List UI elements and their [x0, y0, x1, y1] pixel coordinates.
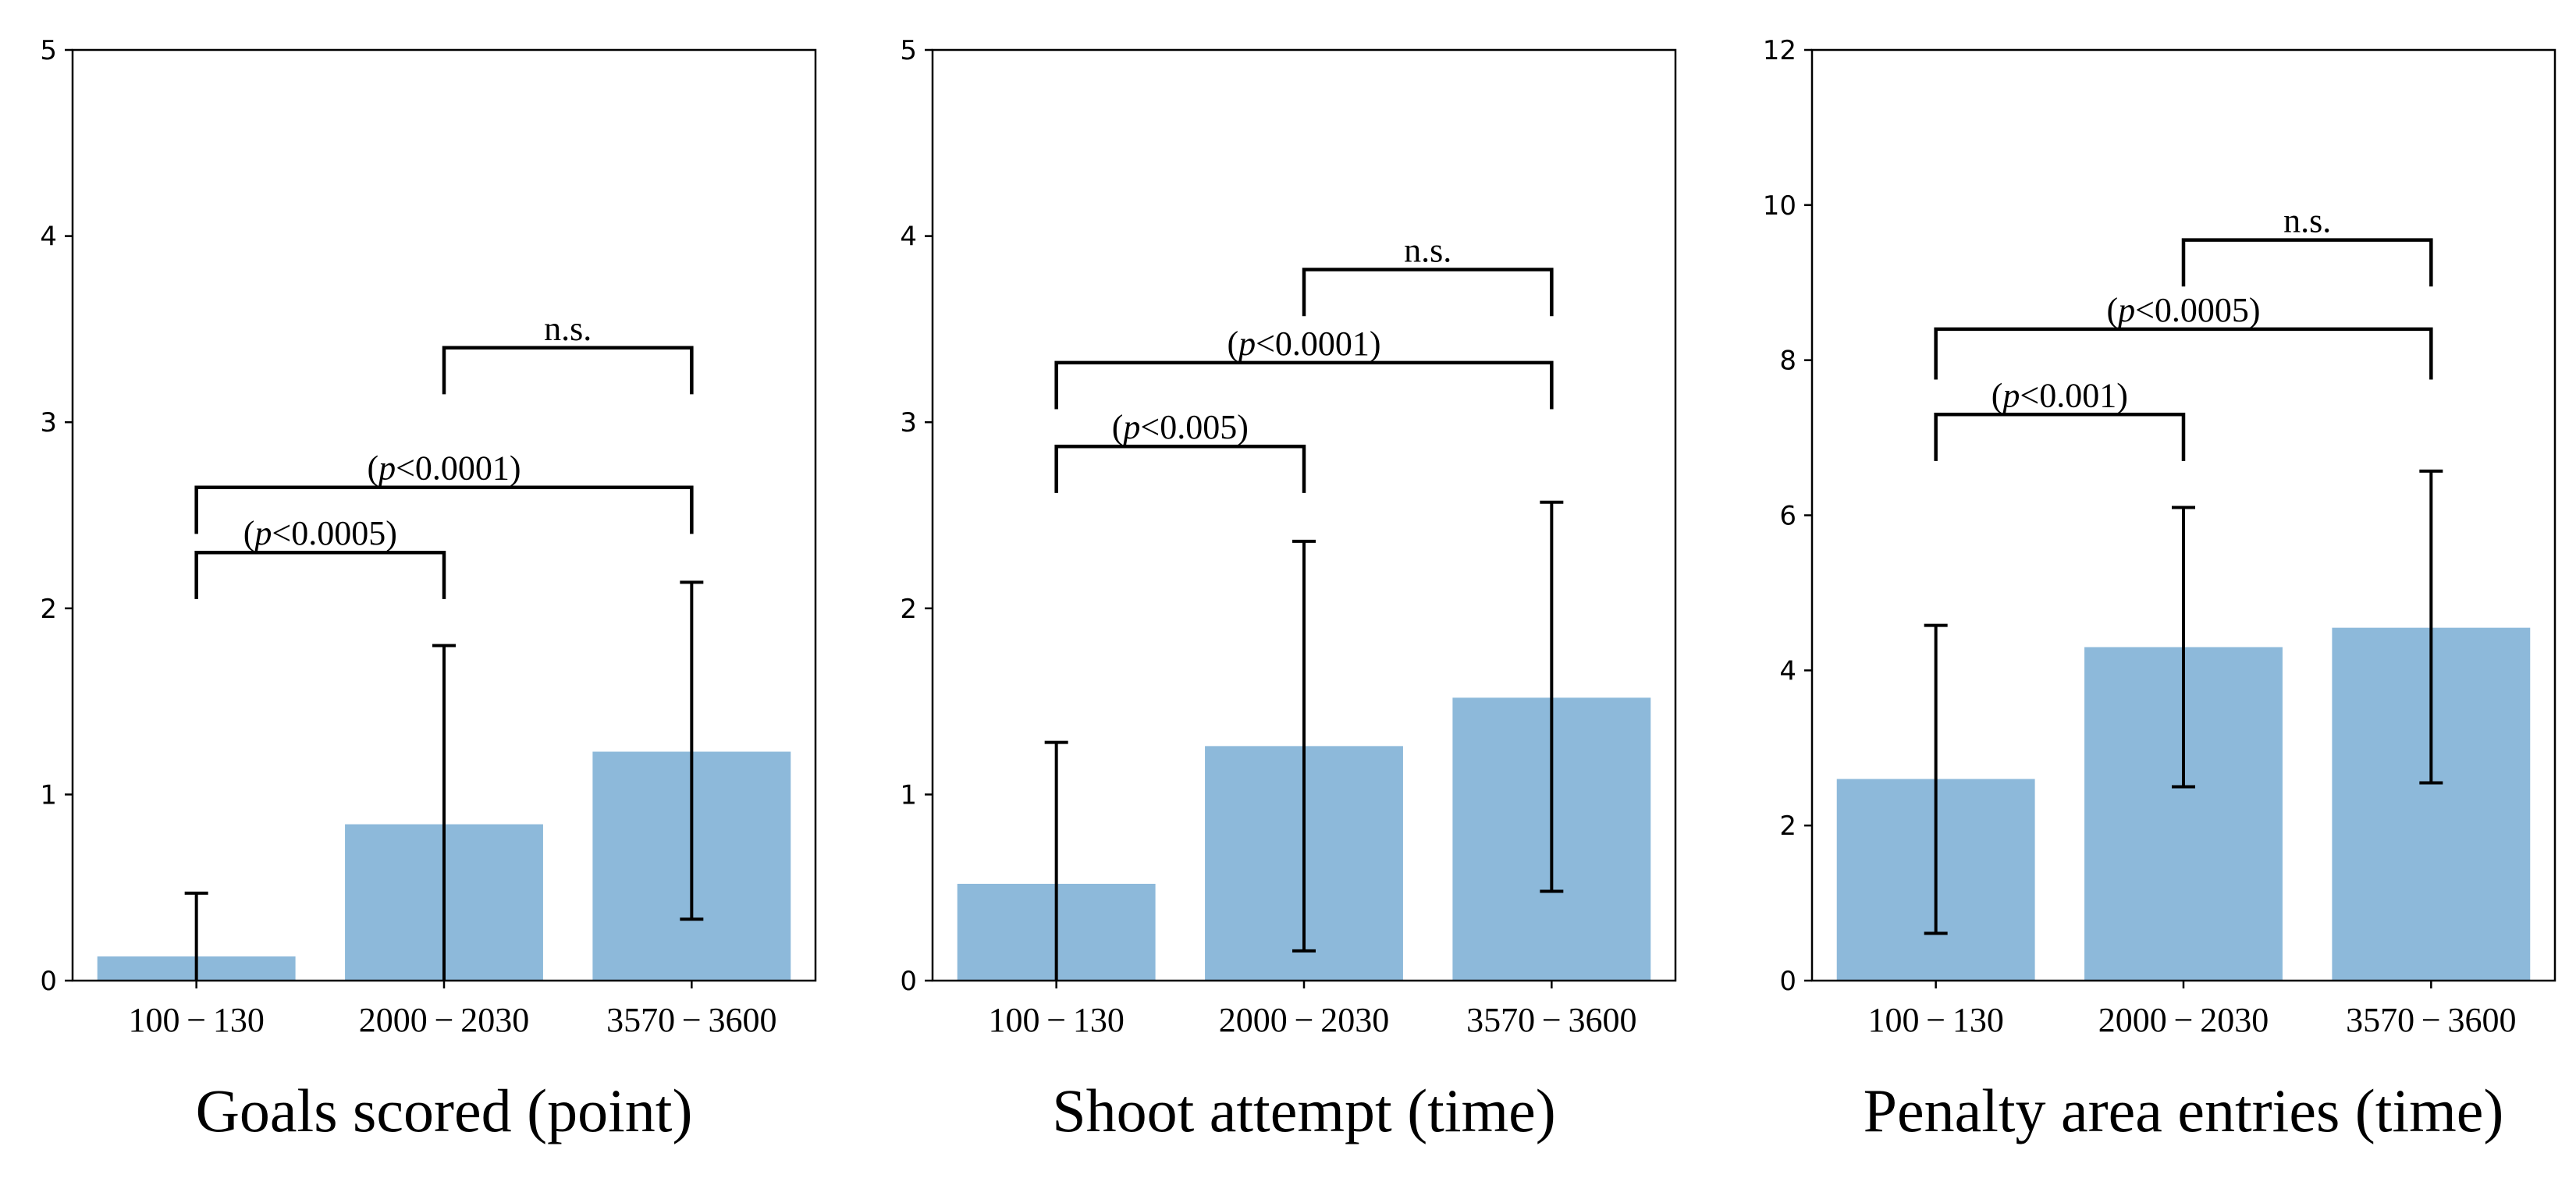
bracket-line — [194, 485, 694, 534]
bracket-line — [2181, 238, 2433, 287]
x-tick-label: 2000 − 2030 — [1219, 1001, 1389, 1039]
y-tick-label: 0 — [40, 966, 57, 997]
error-bar-3 — [680, 580, 704, 921]
chart-title: Shoot attempt (time) — [1052, 1077, 1556, 1144]
bracket-label: (p<0.0001) — [1227, 325, 1380, 363]
significance-bracket-3: n.s. — [2181, 202, 2433, 287]
x-tick-label: 2000 − 2030 — [359, 1001, 529, 1039]
chart-panel-1: (p<0.0005) (p<0.0001) n.s. 0 1 2 3 4 5 100 − 130 2… — [40, 35, 817, 1144]
bracket-label: n.s. — [1404, 232, 1451, 270]
y-tick-label: 3 — [900, 407, 917, 438]
bracket-line — [1054, 360, 1554, 410]
y-tick-label: 10 — [1763, 190, 1796, 222]
bracket-line — [1054, 444, 1306, 493]
y-tick-label: 1 — [900, 779, 917, 811]
significance-bracket-2: (p<0.0005) — [1934, 291, 2433, 380]
y-tick-label: 0 — [1779, 966, 1796, 997]
x-tick-label: 100 − 130 — [1867, 1001, 2003, 1039]
bracket-line — [194, 550, 446, 599]
error-bar-2 — [1292, 539, 1316, 953]
significance-bracket-2: (p<0.0001) — [194, 449, 694, 534]
y-tick-label: 2 — [40, 594, 57, 625]
chart-title: Goals scored (point) — [196, 1077, 693, 1144]
error-bar-3 — [1540, 500, 1564, 893]
bracket-line — [1934, 413, 2186, 461]
significance-bracket-1: (p<0.001) — [1934, 376, 2186, 461]
y-tick-label: 4 — [1779, 655, 1796, 687]
significance-bracket-1: (p<0.0005) — [194, 514, 446, 599]
y-tick-label: 12 — [1763, 35, 1796, 66]
bracket-label: (p<0.0001) — [367, 449, 521, 488]
x-tick-label: 3570 − 3600 — [606, 1001, 776, 1039]
significance-bracket-2: (p<0.0001) — [1054, 325, 1554, 410]
y-tick-label: 0 — [900, 966, 917, 997]
chart-panel-3: (p<0.001) (p<0.0005) n.s. 0 2 4 6 8 10 12 100 − 13… — [1763, 35, 2556, 1144]
x-tick-label: 100 − 130 — [128, 1001, 264, 1039]
bracket-label: (p<0.001) — [1992, 376, 2128, 414]
bracket-label: (p<0.005) — [1112, 408, 1249, 446]
error-bar-1 — [1044, 740, 1068, 981]
error-bar-3 — [2419, 469, 2443, 785]
y-tick-label: 8 — [1779, 346, 1796, 377]
x-tick-label: 3570 − 3600 — [1466, 1001, 1636, 1039]
bracket-label: n.s. — [2283, 202, 2331, 240]
error-bar-1 — [1924, 623, 1948, 935]
error-bar-2 — [2172, 506, 2195, 789]
significance-bracket-3: n.s. — [1302, 232, 1554, 317]
x-tick-label: 3570 − 3600 — [2346, 1001, 2516, 1039]
y-tick-label: 2 — [1779, 811, 1796, 842]
y-tick-label: 6 — [1779, 501, 1796, 532]
y-tick-label: 1 — [40, 779, 57, 811]
error-bar-1 — [184, 891, 208, 981]
bracket-line — [1302, 268, 1554, 317]
y-tick-label: 4 — [40, 222, 57, 253]
chart-title: Penalty area entries (time) — [1864, 1077, 2504, 1144]
y-tick-label: 5 — [900, 35, 917, 66]
bracket-label: n.s. — [544, 310, 592, 348]
bracket-label: (p<0.0005) — [2106, 291, 2260, 329]
x-tick-label: 100 − 130 — [988, 1001, 1124, 1039]
significance-bracket-3: n.s. — [442, 310, 694, 395]
y-tick-label: 4 — [900, 222, 917, 253]
error-bar-2 — [432, 644, 456, 981]
bracket-line — [1934, 327, 2433, 380]
y-tick-label: 5 — [40, 35, 57, 66]
y-tick-label: 2 — [900, 594, 917, 625]
y-tick-label: 3 — [40, 407, 57, 438]
bracket-line — [442, 346, 694, 395]
bracket-label: (p<0.0005) — [243, 514, 397, 552]
x-tick-label: 2000 − 2030 — [2098, 1001, 2269, 1039]
chart-panel-2: (p<0.005) (p<0.0001) n.s. 0 1 2 3 4 5 100 − 130 20… — [900, 35, 1677, 1144]
significance-bracket-1: (p<0.005) — [1054, 408, 1306, 493]
